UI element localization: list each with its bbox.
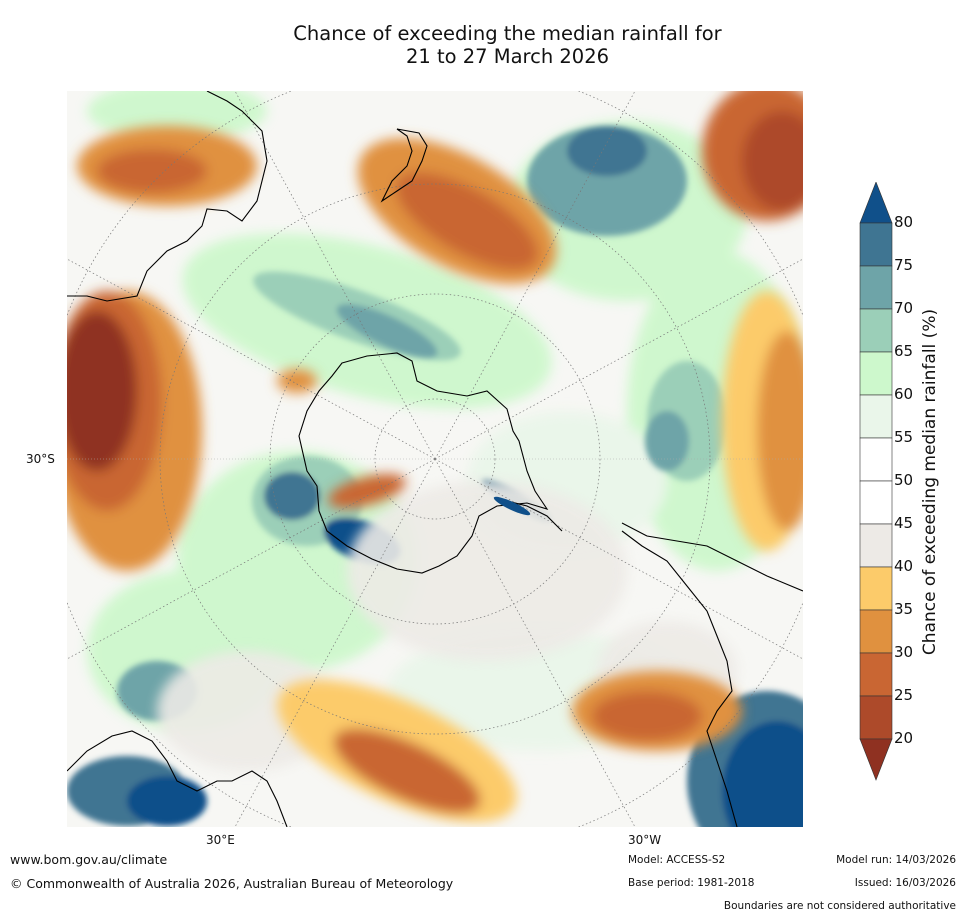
map-canvas	[67, 91, 803, 827]
colorbar-extend-low	[859, 738, 893, 781]
colorbar	[859, 182, 893, 781]
lat-30s-label: 30°S	[26, 452, 55, 466]
colorbar-tick-label: 80	[894, 213, 914, 231]
map-title: Chance of exceeding the median rainfall …	[150, 22, 865, 68]
colorbar-bin	[859, 437, 893, 482]
footer-model: Model: ACCESS-S2	[628, 854, 726, 866]
antarctica-coast	[298, 352, 549, 574]
colorbar-tick-label: 30	[894, 643, 914, 661]
footer-base-period: Base period: 1981-2018	[628, 877, 755, 889]
colorbar-bin	[859, 480, 893, 525]
colorbar-tick-label: 60	[894, 385, 914, 403]
colorbar-tick-label: 25	[894, 686, 914, 704]
colorbar-bin	[859, 222, 893, 267]
colorbar-tick-label: 45	[894, 514, 914, 532]
lon-30e-label: 30°E	[206, 833, 235, 847]
lon-30w-label: 30°W	[628, 833, 662, 847]
footer-issued: Issued: 16/03/2026	[854, 877, 956, 889]
colorbar-tick-label: 35	[894, 600, 914, 618]
colorbar-label: Chance of exceeding median rainfall (%)	[920, 308, 940, 656]
footer-url[interactable]: www.bom.gov.au/climate	[10, 852, 168, 867]
colorbar-tick-label: 65	[894, 342, 914, 360]
new-zealand-coast	[380, 128, 428, 203]
colorbar-bin	[859, 652, 893, 697]
south-africa-coast	[67, 730, 288, 827]
colorbar-bin	[859, 609, 893, 654]
south-america-coast	[621, 522, 803, 827]
title-line-2: 21 to 27 March 2026	[405, 45, 610, 68]
dry-anomaly-fields	[67, 91, 803, 823]
colorbar-tick-label: 50	[894, 471, 914, 489]
colorbar-tick-label: 40	[894, 557, 914, 575]
coastlines	[67, 91, 803, 827]
australia-coast	[67, 91, 268, 302]
colorbar-bin	[859, 351, 893, 396]
antarctic-peninsula	[506, 500, 563, 532]
colorbar-tick-label: 55	[894, 428, 914, 446]
colorbar-tick-label: 75	[894, 256, 914, 274]
footer-copyright: © Commonwealth of Australia 2026, Austra…	[10, 876, 454, 891]
footer-disclaimer: Boundaries are not considered authoritat…	[723, 900, 956, 912]
footer-model-run: Model run: 14/03/2026	[836, 854, 956, 866]
colorbar-tick-label: 70	[894, 299, 914, 317]
colorbar-extend-high	[859, 182, 893, 224]
colorbar-bin	[859, 695, 893, 740]
title-line-1: Chance of exceeding the median rainfall …	[293, 22, 722, 45]
rainfall-map	[67, 91, 803, 827]
colorbar-bin	[859, 394, 893, 439]
colorbar-bin	[859, 523, 893, 568]
colorbar-bin	[859, 265, 893, 310]
colorbar-bin	[859, 308, 893, 353]
colorbar-tick-label: 20	[894, 729, 914, 747]
colorbar-bin	[859, 566, 893, 611]
peninsula-wet-anomaly	[493, 496, 531, 516]
